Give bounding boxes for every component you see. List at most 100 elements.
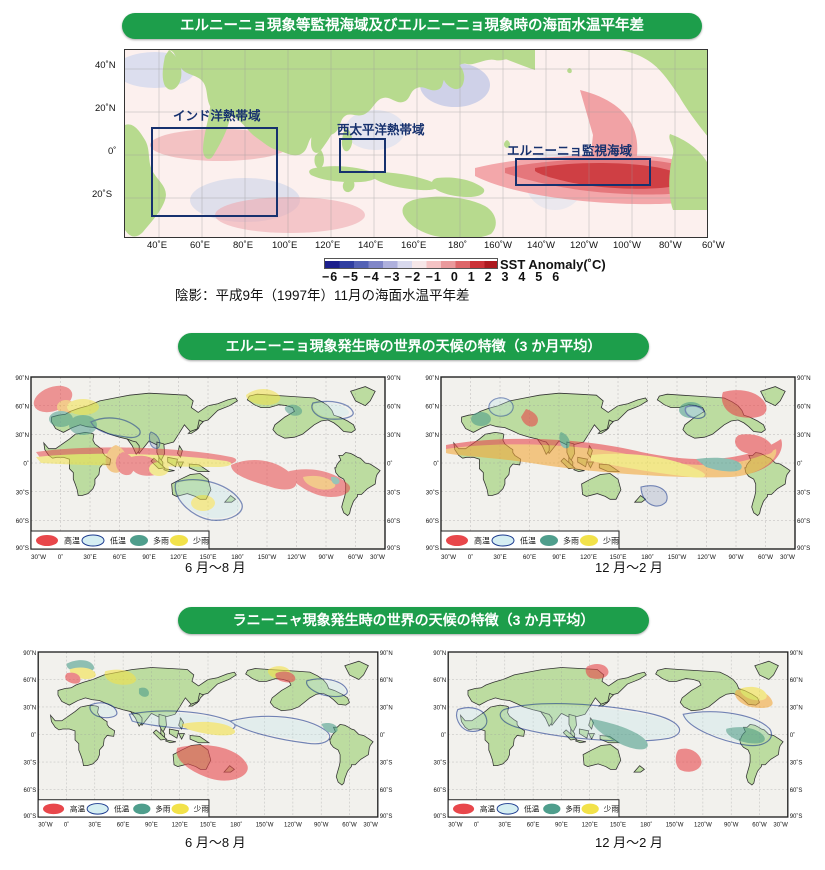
svg-text:90˚S: 90˚S — [387, 544, 400, 552]
svg-text:60˚N: 60˚N — [433, 677, 446, 684]
svg-text:120˚W: 120˚W — [694, 822, 712, 829]
svg-text:60˚N: 60˚N — [425, 403, 439, 411]
svg-text:多雨: 多雨 — [563, 536, 579, 546]
svg-text:90˚E: 90˚E — [555, 822, 568, 829]
svg-text:90˚N: 90˚N — [797, 374, 811, 382]
svg-text:60˚N: 60˚N — [790, 677, 803, 684]
svg-text:30˚S: 30˚S — [426, 488, 439, 496]
svg-text:0˚: 0˚ — [441, 732, 446, 739]
svg-text:少雨: 少雨 — [603, 537, 619, 546]
svg-text:0˚: 0˚ — [433, 460, 439, 468]
svg-text:90˚N: 90˚N — [790, 650, 803, 657]
svg-text:30˚S: 30˚S — [790, 760, 803, 767]
svg-text:120˚W: 120˚W — [287, 553, 306, 561]
svg-text:30˚E: 30˚E — [498, 822, 511, 829]
svg-text:0˚: 0˚ — [474, 822, 479, 829]
svg-text:30˚N: 30˚N — [380, 705, 393, 712]
svg-text:0˚: 0˚ — [468, 553, 474, 561]
svg-text:90˚E: 90˚E — [552, 553, 565, 561]
svg-text:60˚S: 60˚S — [797, 517, 810, 525]
svg-text:150˚W: 150˚W — [258, 553, 277, 561]
svg-text:60˚W: 60˚W — [758, 553, 773, 561]
svg-text:90˚W: 90˚W — [314, 822, 329, 829]
svg-text:0˚: 0˚ — [797, 460, 803, 468]
svg-text:高温: 高温 — [70, 804, 86, 814]
svg-text:低温: 低温 — [524, 804, 540, 814]
svg-text:60˚W: 60˚W — [342, 822, 357, 829]
svg-text:低温: 低温 — [520, 536, 536, 546]
svg-text:90˚S: 90˚S — [434, 813, 447, 820]
svg-text:低温: 低温 — [110, 536, 126, 546]
svg-text:インド洋熱帯域: インド洋熱帯域 — [173, 108, 261, 123]
svg-text:90˚S: 90˚S — [24, 813, 37, 820]
svg-text:低温: 低温 — [114, 804, 130, 814]
svg-text:30˚N: 30˚N — [387, 431, 401, 439]
svg-text:60˚N: 60˚N — [23, 677, 36, 684]
svg-text:30˚W: 30˚W — [773, 822, 788, 829]
svg-text:高温: 高温 — [474, 536, 490, 546]
svg-text:90˚S: 90˚S — [426, 544, 439, 552]
svg-text:90˚W: 90˚W — [724, 822, 739, 829]
svg-text:30˚E: 30˚E — [83, 553, 96, 561]
svg-text:90˚N: 90˚N — [15, 374, 29, 382]
svg-text:多雨: 多雨 — [565, 804, 581, 814]
svg-text:少雨: 少雨 — [193, 537, 209, 546]
svg-text:150˚W: 150˚W — [668, 553, 687, 561]
svg-text:150˚W: 150˚W — [666, 822, 684, 829]
svg-text:60˚S: 60˚S — [387, 517, 400, 525]
svg-text:60˚S: 60˚S — [434, 787, 447, 794]
svg-text:120˚W: 120˚W — [697, 553, 716, 561]
svg-text:150˚E: 150˚E — [200, 822, 216, 829]
svg-text:60˚S: 60˚S — [24, 787, 37, 794]
svg-text:90˚S: 90˚S — [797, 544, 810, 552]
svg-text:0˚: 0˚ — [790, 732, 795, 739]
svg-text:60˚N: 60˚N — [797, 403, 811, 411]
svg-text:30˚W: 30˚W — [38, 822, 53, 829]
svg-text:60˚S: 60˚S — [790, 787, 803, 794]
svg-text:30˚S: 30˚S — [16, 488, 29, 496]
svg-text:90˚E: 90˚E — [145, 822, 158, 829]
svg-text:180˚: 180˚ — [230, 822, 242, 829]
svg-text:60˚E: 60˚E — [523, 553, 536, 561]
svg-text:30˚N: 30˚N — [433, 705, 446, 712]
svg-text:60˚S: 60˚S — [426, 517, 439, 525]
svg-text:120˚E: 120˚E — [582, 822, 598, 829]
svg-text:少雨: 少雨 — [604, 805, 620, 814]
svg-text:90˚S: 90˚S — [380, 813, 393, 820]
svg-text:多雨: 多雨 — [155, 804, 171, 814]
svg-text:180˚: 180˚ — [640, 822, 652, 829]
svg-text:西太平洋熱帯域: 西太平洋熱帯域 — [337, 122, 425, 137]
svg-text:30˚W: 30˚W — [448, 822, 463, 829]
svg-text:30˚S: 30˚S — [387, 488, 400, 496]
svg-text:90˚N: 90˚N — [387, 374, 401, 382]
svg-text:30˚N: 30˚N — [23, 705, 36, 712]
svg-text:60˚W: 60˚W — [348, 553, 363, 561]
svg-text:30˚S: 30˚S — [434, 760, 447, 767]
svg-text:30˚S: 30˚S — [380, 760, 393, 767]
svg-text:90˚W: 90˚W — [728, 553, 743, 561]
svg-text:多雨: 多雨 — [153, 536, 169, 546]
svg-text:30˚S: 30˚S — [24, 760, 37, 767]
svg-text:90˚E: 90˚E — [142, 553, 155, 561]
svg-text:0˚: 0˚ — [387, 460, 393, 468]
svg-text:エルニーニョ監視海域: エルニーニョ監視海域 — [507, 143, 633, 158]
svg-text:60˚S: 60˚S — [380, 787, 393, 794]
svg-text:0˚: 0˚ — [31, 732, 36, 739]
svg-text:0˚: 0˚ — [64, 822, 69, 829]
svg-text:120˚E: 120˚E — [172, 822, 188, 829]
svg-text:60˚E: 60˚E — [117, 822, 130, 829]
svg-text:0˚: 0˚ — [380, 732, 385, 739]
svg-text:60˚E: 60˚E — [527, 822, 540, 829]
svg-text:60˚N: 60˚N — [380, 677, 393, 684]
svg-text:高温: 高温 — [64, 536, 80, 546]
svg-text:150˚W: 150˚W — [256, 822, 274, 829]
svg-text:60˚S: 60˚S — [16, 517, 29, 525]
svg-text:90˚N: 90˚N — [433, 650, 446, 657]
svg-text:90˚N: 90˚N — [380, 650, 393, 657]
svg-text:60˚N: 60˚N — [387, 403, 401, 411]
svg-text:150˚E: 150˚E — [610, 822, 626, 829]
svg-text:30˚W: 30˚W — [441, 553, 456, 561]
svg-text:30˚W: 30˚W — [363, 822, 378, 829]
svg-text:60˚E: 60˚E — [113, 553, 126, 561]
svg-text:60˚W: 60˚W — [752, 822, 767, 829]
